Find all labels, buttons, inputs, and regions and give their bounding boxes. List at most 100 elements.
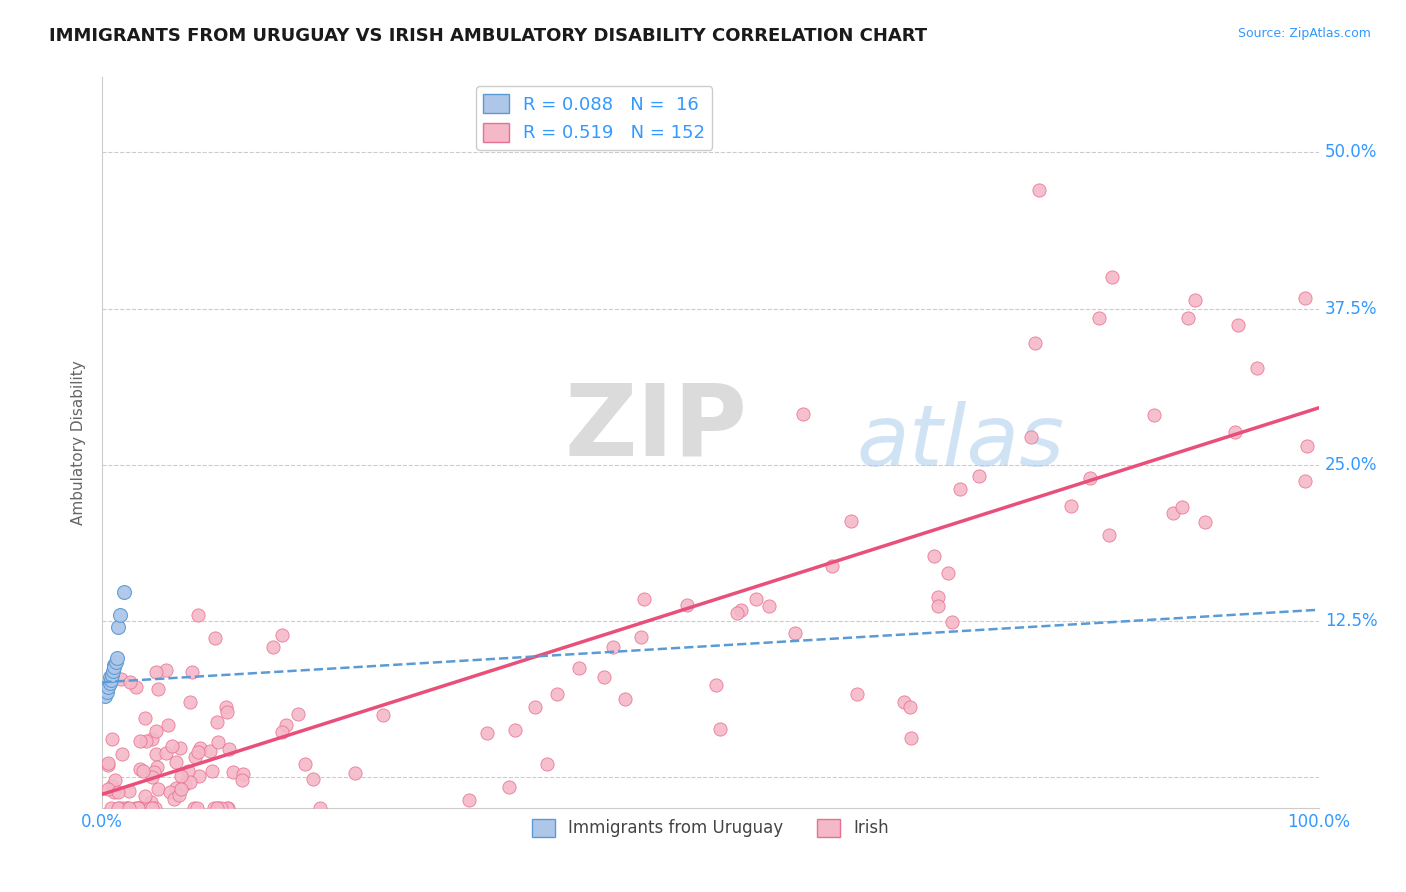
Point [111,747,134,761]
Point [155,746,177,760]
Point [100,779,122,793]
Point [1060,499,1083,513]
Point [141,801,163,815]
Point [205,714,228,729]
Point [709,722,731,736]
Point [129,762,152,776]
Point [159,785,181,799]
Point [135,734,157,748]
Point [1227,318,1250,333]
Point [704,678,727,692]
Point [101,664,124,678]
Point [124,801,146,815]
Point [536,756,558,771]
Point [602,640,624,654]
Text: ZIP: ZIP [565,380,748,477]
Point [98,670,121,684]
Point [108,801,131,815]
Point [165,755,187,769]
Point [523,700,546,714]
Point [967,469,990,483]
Point [498,780,520,794]
Point [1101,270,1123,285]
Point [1163,507,1185,521]
Point [1024,335,1046,350]
Point [941,615,963,629]
Point [1184,293,1206,307]
Point [675,598,697,612]
Point [146,760,169,774]
Point [179,775,201,789]
Point [141,732,163,747]
Point [94,682,117,697]
Point [134,710,156,724]
Point [160,739,183,753]
Point [100,801,122,815]
Point [839,514,862,528]
Point [127,801,149,815]
Point [181,665,204,679]
Point [922,549,945,563]
Point [1143,409,1166,423]
Point [110,672,132,686]
Point [845,688,868,702]
Point [145,665,167,679]
Point [118,801,141,815]
Point [139,795,162,809]
Point [125,680,148,694]
Point [174,777,197,791]
Point [101,667,124,681]
Point [209,801,232,815]
Point [97,758,120,772]
Point [132,801,155,815]
Point [287,706,309,721]
Point [148,681,170,696]
Point [1295,439,1317,453]
Point [633,591,655,606]
Point [107,801,129,815]
Point [207,801,229,815]
Point [169,741,191,756]
Point [927,599,949,613]
Point [118,783,141,797]
Text: atlas: atlas [856,401,1064,484]
Point [271,724,294,739]
Point [503,723,526,737]
Point [217,705,239,719]
Text: 12.5%: 12.5% [1324,612,1378,630]
Point [276,718,298,732]
Point [100,673,122,687]
Point [186,801,208,815]
Point [105,651,128,665]
Point [1078,471,1101,485]
Point [132,764,155,778]
Point [112,801,135,815]
Point [101,731,124,746]
Point [177,764,200,778]
Point [103,660,125,674]
Text: 37.5%: 37.5% [1324,300,1378,318]
Point [202,801,225,815]
Point [104,773,127,788]
Point [614,691,637,706]
Point [103,657,125,672]
Point [188,741,211,756]
Point [112,585,135,599]
Point [893,695,915,709]
Legend: Immigrants from Uruguay, Irish: Immigrants from Uruguay, Irish [526,812,896,844]
Point [145,723,167,738]
Point [183,801,205,815]
Point [371,708,394,723]
Point [217,801,239,815]
Point [546,688,568,702]
Point [127,801,149,815]
Point [949,482,972,496]
Point [145,747,167,762]
Point [139,801,162,815]
Point [97,781,120,796]
Point [1225,425,1247,439]
Point [107,620,129,634]
Point [97,680,120,694]
Point [730,603,752,617]
Point [1171,500,1194,514]
